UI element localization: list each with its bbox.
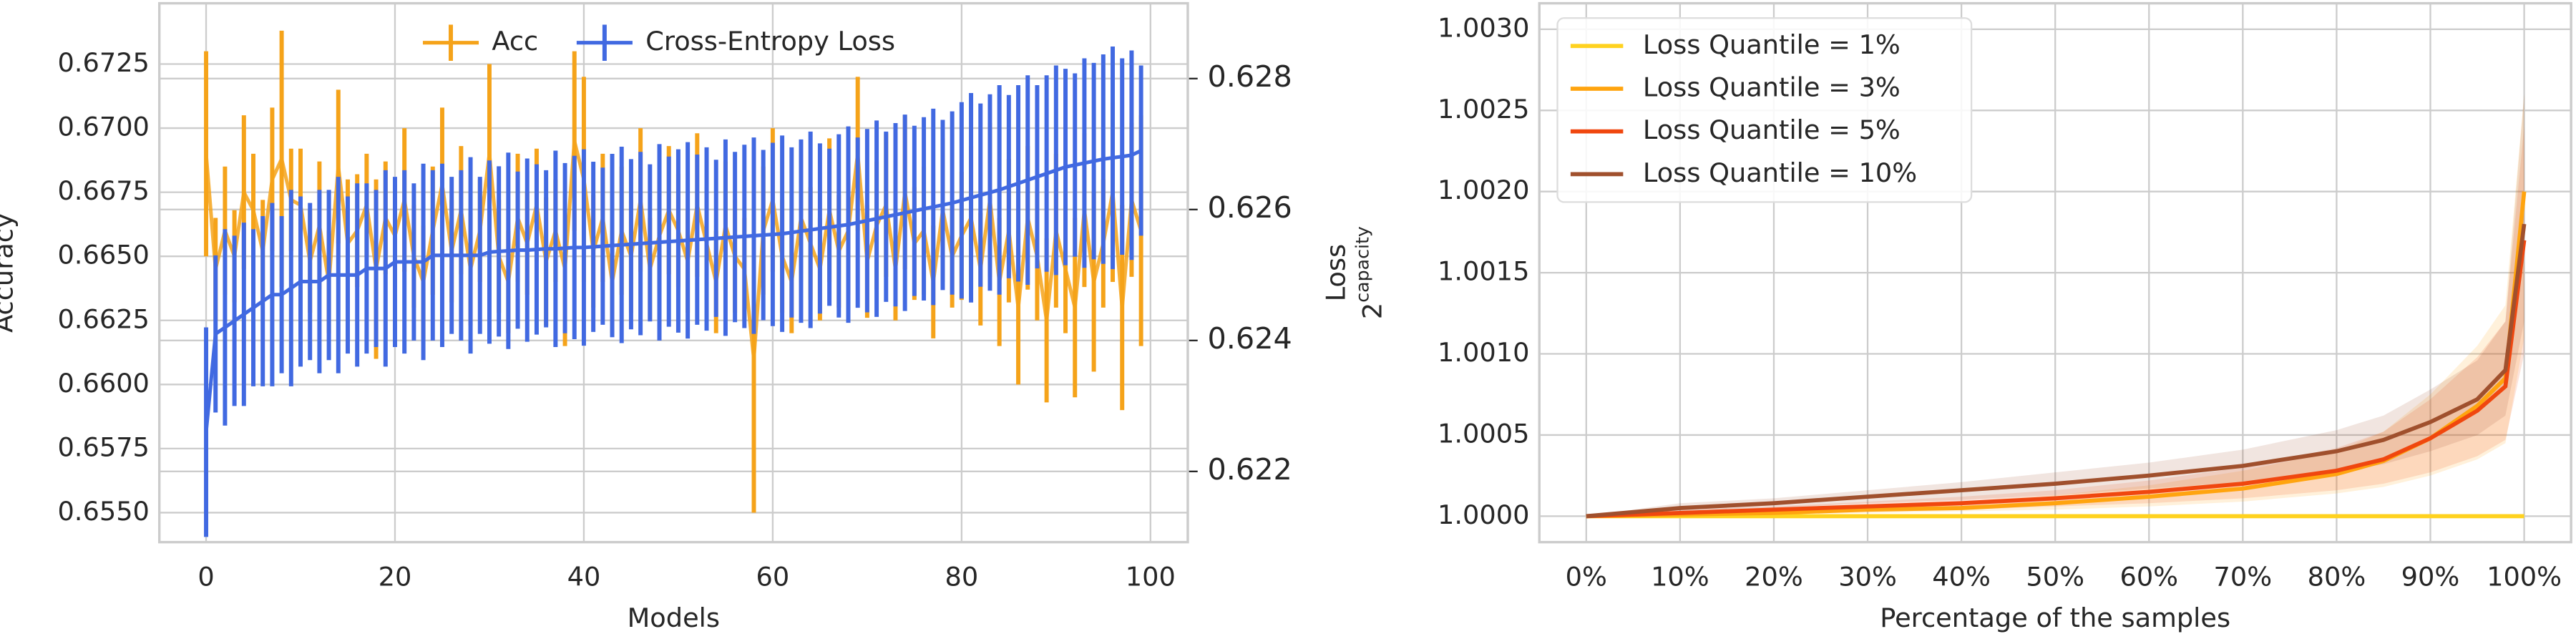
x-tick-label: 80 xyxy=(945,562,978,592)
y2-tick-label: 0.628 xyxy=(1208,59,1292,94)
x-tick-label: 100% xyxy=(2487,562,2562,592)
series-line xyxy=(204,149,1142,433)
x-tick-label: 70% xyxy=(2214,562,2273,592)
x-tick-label: 0 xyxy=(197,562,214,592)
y-axis-label: Accuracy xyxy=(0,213,19,333)
x-tick-label: 90% xyxy=(2401,562,2460,592)
x-tick-label: 50% xyxy=(2026,562,2084,592)
series-line xyxy=(1586,223,2527,519)
x-axis-label: Percentage of the samples xyxy=(1880,602,2230,633)
y-label-base: 2 xyxy=(1357,303,1387,319)
y-tick-label: 0.6600 xyxy=(57,368,149,399)
x-axis-label: Models xyxy=(628,602,720,633)
y-tick-label: 1.0025 xyxy=(1438,94,1529,125)
y-tick-label: 0.6625 xyxy=(57,303,149,334)
y-label-superscript: capacity xyxy=(1352,226,1373,303)
y-axis-label: 2capacity xyxy=(1352,226,1387,319)
y-tick-label: 1.0015 xyxy=(1438,256,1529,287)
confidence-band xyxy=(1586,94,2524,517)
y-tick-label: 1.0020 xyxy=(1438,175,1529,205)
y-tick-label: 0.6550 xyxy=(57,496,149,527)
plot-frame xyxy=(1538,1,2572,544)
y-tick-label: 1.0000 xyxy=(1438,499,1529,530)
y-tick-label: 1.0005 xyxy=(1438,418,1529,449)
x-tick-label: 40 xyxy=(567,562,601,592)
y-tick-label: 1.0010 xyxy=(1438,337,1529,368)
legend-label: Loss Quantile = 3% xyxy=(1643,72,1901,102)
y2-tick-label: 0.624 xyxy=(1208,321,1292,356)
series-line xyxy=(204,140,1143,359)
y2-axis-label: Loss xyxy=(1320,244,1351,302)
x-tick-label: 20 xyxy=(379,562,412,592)
legend-box xyxy=(1556,17,1973,203)
x-tick-label: 20% xyxy=(1745,562,1803,592)
y-tick-label: 0.6650 xyxy=(57,240,149,270)
x-tick-label: 100 xyxy=(1126,562,1176,592)
x-tick-label: 80% xyxy=(2308,562,2366,592)
y-tick-label: 0.6675 xyxy=(57,175,149,206)
y-tick-label: 0.6700 xyxy=(57,112,149,142)
series-line xyxy=(1586,191,2527,519)
legend-label: Loss Quantile = 1% xyxy=(1643,29,1901,60)
y-tick-label: 0.6725 xyxy=(57,47,149,78)
y2-tick-label: 0.622 xyxy=(1208,452,1292,487)
x-tick-label: 60 xyxy=(756,562,790,592)
y2-tick-label: 0.626 xyxy=(1208,190,1292,225)
x-tick-label: 0% xyxy=(1566,562,1607,592)
legend-label: Loss Quantile = 10% xyxy=(1643,157,1917,188)
y-tick-label: 1.0030 xyxy=(1438,12,1529,43)
x-tick-label: 10% xyxy=(1651,562,1709,592)
x-tick-label: 40% xyxy=(1932,562,1991,592)
legend-label: Cross-Entropy Loss xyxy=(645,26,895,57)
y-tick-label: 0.6575 xyxy=(57,431,149,462)
x-tick-label: 30% xyxy=(1838,562,1897,592)
plot-frame xyxy=(157,1,1189,544)
series-line xyxy=(1586,240,2527,519)
x-tick-label: 60% xyxy=(2119,562,2178,592)
legend-label: Loss Quantile = 5% xyxy=(1643,114,1901,145)
legend-label: Acc xyxy=(492,26,538,57)
